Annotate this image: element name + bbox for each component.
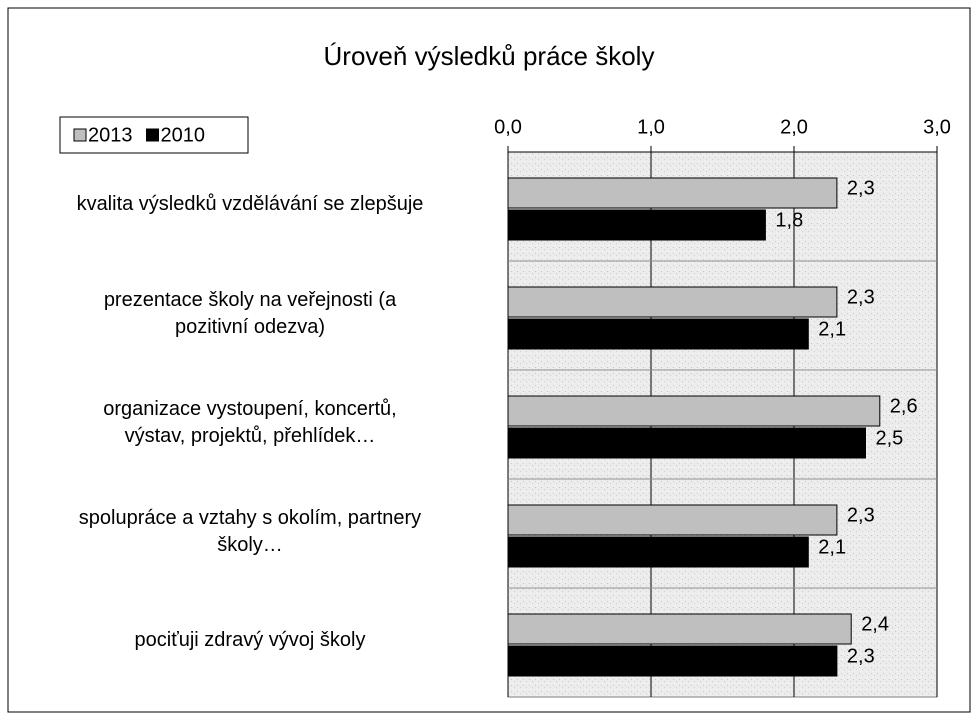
data-label: 2,5 — [876, 427, 904, 449]
data-label: 2,3 — [847, 286, 875, 308]
bar — [507, 504, 838, 536]
data-label: 2,3 — [847, 504, 875, 526]
bar — [507, 613, 852, 645]
bar — [507, 427, 866, 459]
legend-swatch — [146, 128, 159, 142]
x-tick-label: 2,0 — [780, 116, 808, 138]
bar — [507, 209, 766, 241]
data-label: 2,3 — [847, 645, 875, 667]
data-label: 2,1 — [818, 318, 846, 340]
x-tick-label: 3,0 — [923, 116, 951, 138]
category-label: organizace vystoupení, koncertů, výstav,… — [103, 397, 397, 447]
category-label: kvalita výsledků vzdělávání se zlepšuje — [76, 193, 424, 215]
bar — [507, 645, 838, 677]
chart-title: Úroveň výsledků práce školy — [324, 41, 655, 71]
category-label: spolupráce a vztahy s okolím, partnery š… — [78, 506, 422, 556]
x-tick-label: 0,0 — [494, 116, 522, 138]
x-tick-label: 1,0 — [637, 116, 665, 138]
category-label: pociťuji zdravý vývoj školy — [134, 629, 366, 651]
data-label: 2,3 — [847, 177, 875, 199]
data-label: 2,4 — [861, 613, 889, 635]
bar — [507, 395, 881, 427]
bar — [507, 286, 838, 318]
legend-label: 2010 — [161, 124, 206, 146]
bar — [507, 177, 838, 209]
bar — [507, 536, 809, 568]
data-label: 2,1 — [818, 536, 846, 558]
data-label: 2,6 — [890, 395, 918, 417]
data-label: 1,8 — [775, 209, 803, 231]
legend-swatch — [73, 128, 87, 142]
bar — [507, 318, 809, 350]
legend-label: 2013 — [88, 124, 133, 146]
category-label: prezentace školy na veřejnosti (a poziti… — [103, 288, 397, 338]
